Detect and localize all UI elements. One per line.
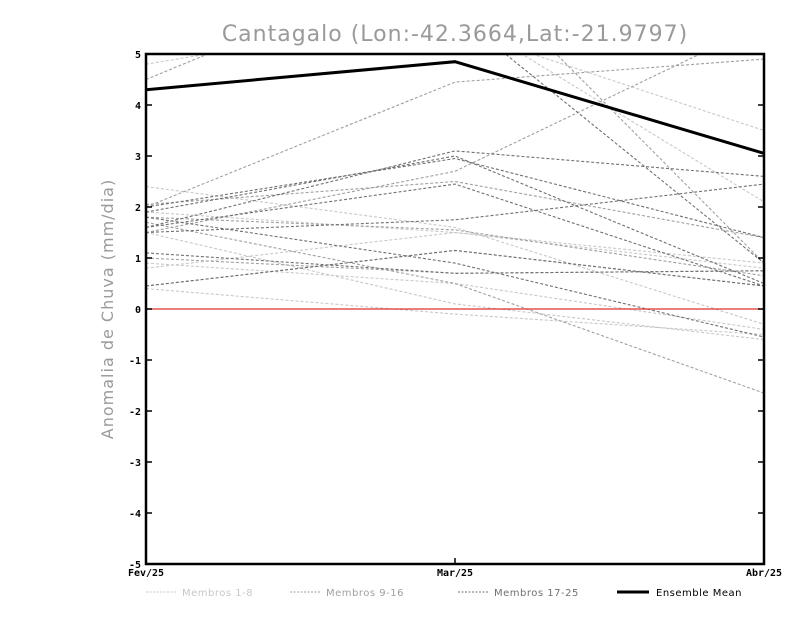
y-tick-label: 5 [135,50,141,61]
member-line-m8 [146,262,764,330]
member-line-m7 [146,211,764,269]
member-line-m10 [146,54,702,234]
member-line-m9 [146,58,764,208]
y-tick-label: 2 [135,203,141,214]
y-tick-label: -2 [129,407,141,418]
member-line-m18 [146,183,764,234]
member-line-m23 [504,54,764,264]
ensemble-mean-line [146,60,764,155]
member-line-m19 [146,155,764,285]
x-axis: Fev/25 Mar/25 Abr/25 [128,558,782,579]
x-tick-label: Mar/25 [437,568,473,579]
y-tick-label: 0 [135,305,141,316]
x-tick-label: Fev/25 [128,568,164,579]
y-tick-label: 4 [135,101,141,112]
member-line-m11 [146,221,764,394]
member-line-m17 [146,150,764,228]
member-line-m3 [146,186,764,325]
member-line-m1 [146,231,764,269]
y-tick-label: -3 [129,458,141,469]
y-tick-label: -5 [129,560,141,571]
legend-label-0: Membros 1-8 [182,588,253,599]
chart-title: Cantagalo (Lon:-42.3664,Lat:-21.9797) [222,22,688,47]
member-line-m25 [146,157,764,239]
member-line-m2 [146,288,764,336]
member-line-m22 [146,183,764,287]
y-axis: -5 -4 -3 -2 -1 0 1 2 3 4 5 [129,50,764,571]
member-line-m20 [146,252,764,274]
member-line-m4 [530,54,764,132]
y-tick-label: 3 [135,152,141,163]
legend-label-1: Membros 9-16 [326,588,404,599]
legend-label-3: Ensemble Mean [656,588,742,599]
legend-label-2: Membros 17-25 [494,588,579,599]
y-tick-label: 1 [135,254,141,265]
legend: Membros 1-8 Membros 9-16 Membros 17-25 Ense… [146,588,742,599]
y-tick-label: -1 [129,356,141,367]
member-line-m24 [146,216,764,338]
member-line-m13 [146,216,764,277]
member-line-m14 [146,249,764,287]
member-line-m12 [146,54,764,264]
x-tick-label: Abr/25 [746,568,782,579]
member-line-m21 [146,249,764,287]
member-line-m5 [146,231,764,341]
y-axis-label: Anomalia de Chuva (mm/dia) [98,179,117,439]
series-layer [146,54,764,394]
y-tick-label: -4 [129,509,141,520]
